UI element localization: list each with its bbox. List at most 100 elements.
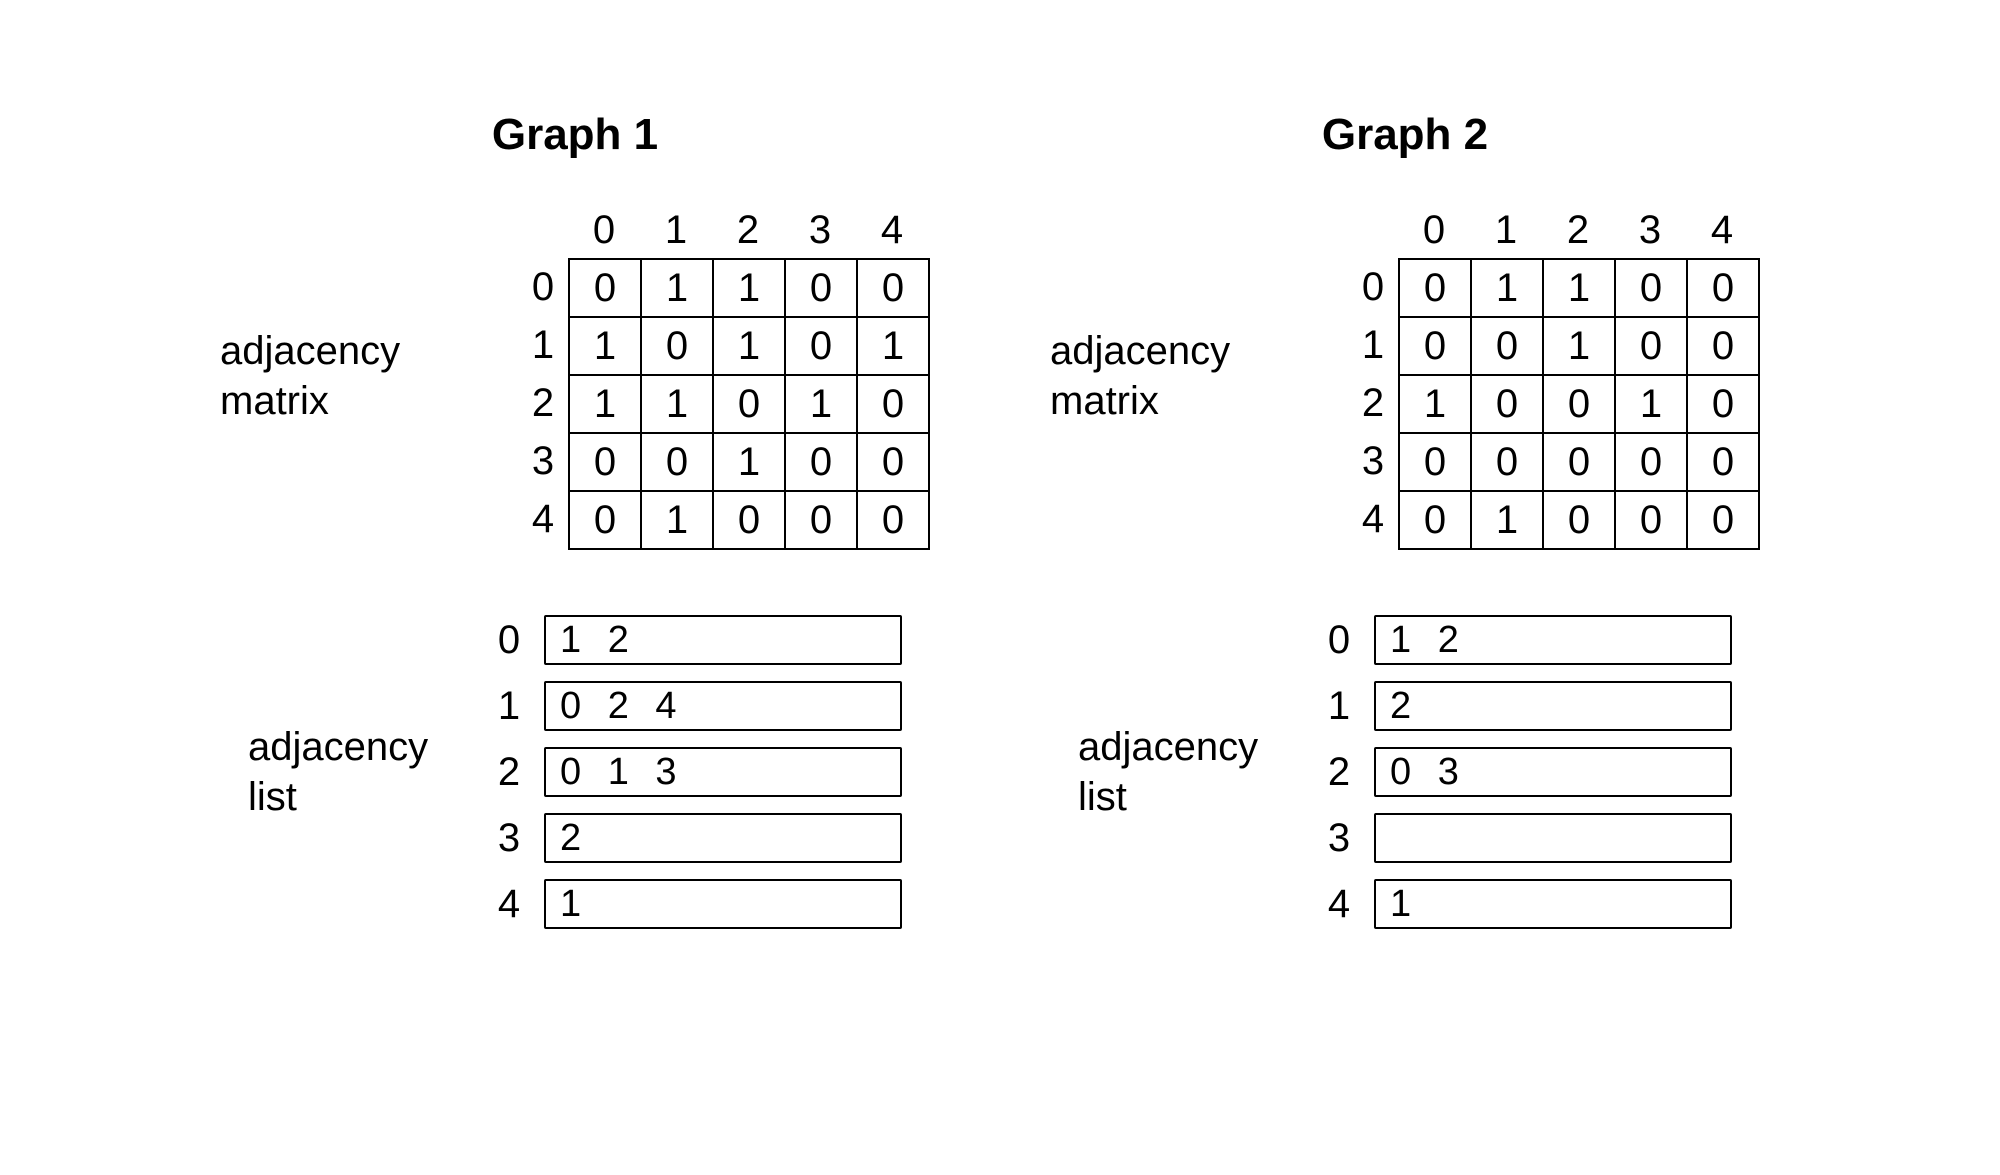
graph-1-title: Graph 1: [492, 110, 658, 160]
graph-2-title: Graph 2: [1322, 110, 1488, 160]
matrix-cell: 1: [857, 317, 929, 375]
matrix-cell: 0: [569, 259, 641, 317]
list-box: 1 2: [1374, 615, 1732, 665]
matrix-cell: 0: [1399, 491, 1471, 549]
matrix-cell: 0: [1687, 259, 1759, 317]
col-header: 2: [712, 202, 784, 258]
matrix-cell: 0: [1471, 375, 1543, 433]
graph-1-matrix-block: adjacencymatrix 0 1 2 3 4 0 1 2 3 4: [220, 202, 930, 550]
list-label: adjacencylist: [1078, 722, 1278, 822]
list-box: 0 1 3: [544, 747, 902, 797]
matrix-cell: 0: [1687, 433, 1759, 491]
list-idx: 2: [1322, 750, 1356, 795]
graph-1-column: Graph 1 adjacencymatrix 0 1 2 3 4 0 1 2: [220, 110, 930, 929]
matrix-cell: 0: [641, 317, 713, 375]
list-row: 0 1 2: [1322, 615, 1732, 665]
col-header: 4: [1686, 202, 1758, 258]
matrix-cell: 0: [1471, 433, 1543, 491]
row-header: 3: [1356, 432, 1390, 490]
matrix-cell: 0: [1615, 491, 1687, 549]
graph-1-row-headers: 0 1 2 3 4: [526, 258, 560, 550]
list-label: adjacencylist: [248, 722, 448, 822]
list-idx: 3: [492, 816, 526, 861]
matrix-label: adjacencymatrix: [1050, 326, 1250, 426]
list-idx: 0: [492, 618, 526, 663]
matrix-cell: 0: [1471, 317, 1543, 375]
matrix-cell: 0: [713, 375, 785, 433]
matrix-cell: 0: [1687, 491, 1759, 549]
list-row: 2 0 1 3: [492, 747, 902, 797]
graph-2-row-headers: 0 1 2 3 4: [1356, 258, 1390, 550]
matrix-cell: 0: [713, 491, 785, 549]
row-header: 3: [526, 432, 560, 490]
graph-2-list-block: adjacencylist 01 2 12 20 3 3 41: [1078, 615, 1732, 929]
matrix-cell: 0: [1687, 317, 1759, 375]
matrix-cell: 0: [1615, 433, 1687, 491]
matrix-cell: 0: [1615, 259, 1687, 317]
matrix-cell: 1: [641, 375, 713, 433]
col-header: 0: [568, 202, 640, 258]
graph-2-adjacency-matrix: 01100 00100 10010 00000 01000: [1398, 258, 1760, 550]
list-idx: 3: [1322, 816, 1356, 861]
matrix-cell: 0: [1399, 259, 1471, 317]
graph-2-matrix-body: 0 1 2 3 4 01100 00100 10010 00000 01000: [1356, 258, 1760, 550]
matrix-label: adjacencymatrix: [220, 326, 420, 426]
graph-1-matrix-body: 0 1 2 3 4 01100 10101 11010 00100 01000: [526, 258, 930, 550]
graph-1-matrix-wrap: 0 1 2 3 4 0 1 2 3 4 01100: [526, 202, 930, 550]
matrix-label-text: adjacencymatrix: [1050, 329, 1230, 423]
list-idx: 2: [492, 750, 526, 795]
matrix-cell: 1: [569, 375, 641, 433]
graph-1-list-block: adjacencylist 0 1 2 1 0 2 4 2 0 1 3 32 41: [248, 615, 902, 929]
matrix-cell: 1: [1471, 491, 1543, 549]
col-header: 2: [1542, 202, 1614, 258]
list-row: 41: [1322, 879, 1732, 929]
list-idx: 1: [492, 684, 526, 729]
matrix-cell: 0: [1687, 375, 1759, 433]
row-header: 1: [526, 316, 560, 374]
col-header: 3: [1614, 202, 1686, 258]
matrix-label-text: adjacencymatrix: [220, 329, 400, 423]
matrix-cell: 1: [785, 375, 857, 433]
matrix-cell: 1: [713, 433, 785, 491]
matrix-cell: 0: [857, 375, 929, 433]
matrix-cell: 1: [1543, 259, 1615, 317]
row-header: 0: [1356, 258, 1390, 316]
list-idx: 4: [492, 882, 526, 927]
graph-2-matrix-block: adjacencymatrix 0 1 2 3 4 0 1 2 3 4: [1050, 202, 1760, 550]
list-row: 2 0 3: [1322, 747, 1732, 797]
col-header: 4: [856, 202, 928, 258]
list-box: 0 2 4: [544, 681, 902, 731]
list-row: 12: [1322, 681, 1732, 731]
diagram-container: Graph 1 adjacencymatrix 0 1 2 3 4 0 1 2: [0, 0, 2000, 929]
list-box: 1: [1374, 879, 1732, 929]
matrix-cell: 1: [713, 317, 785, 375]
matrix-cell: 0: [857, 491, 929, 549]
matrix-cell: 1: [641, 491, 713, 549]
list-idx: 1: [1322, 684, 1356, 729]
list-box: 0 3: [1374, 747, 1732, 797]
col-header: 1: [640, 202, 712, 258]
list-row: 32: [492, 813, 902, 863]
graph-2-col-headers: 0 1 2 3 4: [1398, 202, 1760, 258]
matrix-cell: 1: [1399, 375, 1471, 433]
matrix-cell: 1: [1471, 259, 1543, 317]
list-row: 41: [492, 879, 902, 929]
matrix-cell: 0: [569, 433, 641, 491]
matrix-cell: 1: [569, 317, 641, 375]
graph-1-adjacency-matrix: 01100 10101 11010 00100 01000: [568, 258, 930, 550]
matrix-cell: 0: [857, 259, 929, 317]
list-idx: 0: [1322, 618, 1356, 663]
list-box: 1 2: [544, 615, 902, 665]
row-header: 4: [526, 490, 560, 548]
matrix-cell: 1: [713, 259, 785, 317]
graph-2-adjacency-list: 01 2 12 20 3 3 41: [1322, 615, 1732, 929]
matrix-cell: 1: [1615, 375, 1687, 433]
matrix-cell: 0: [1543, 491, 1615, 549]
matrix-cell: 0: [1399, 317, 1471, 375]
list-box: 2: [1374, 681, 1732, 731]
list-row: 3: [1322, 813, 1732, 863]
graph-2-matrix-wrap: 0 1 2 3 4 0 1 2 3 4 01100: [1356, 202, 1760, 550]
row-header: 0: [526, 258, 560, 316]
list-label-text: adjacencylist: [1078, 725, 1258, 819]
matrix-cell: 0: [1543, 433, 1615, 491]
